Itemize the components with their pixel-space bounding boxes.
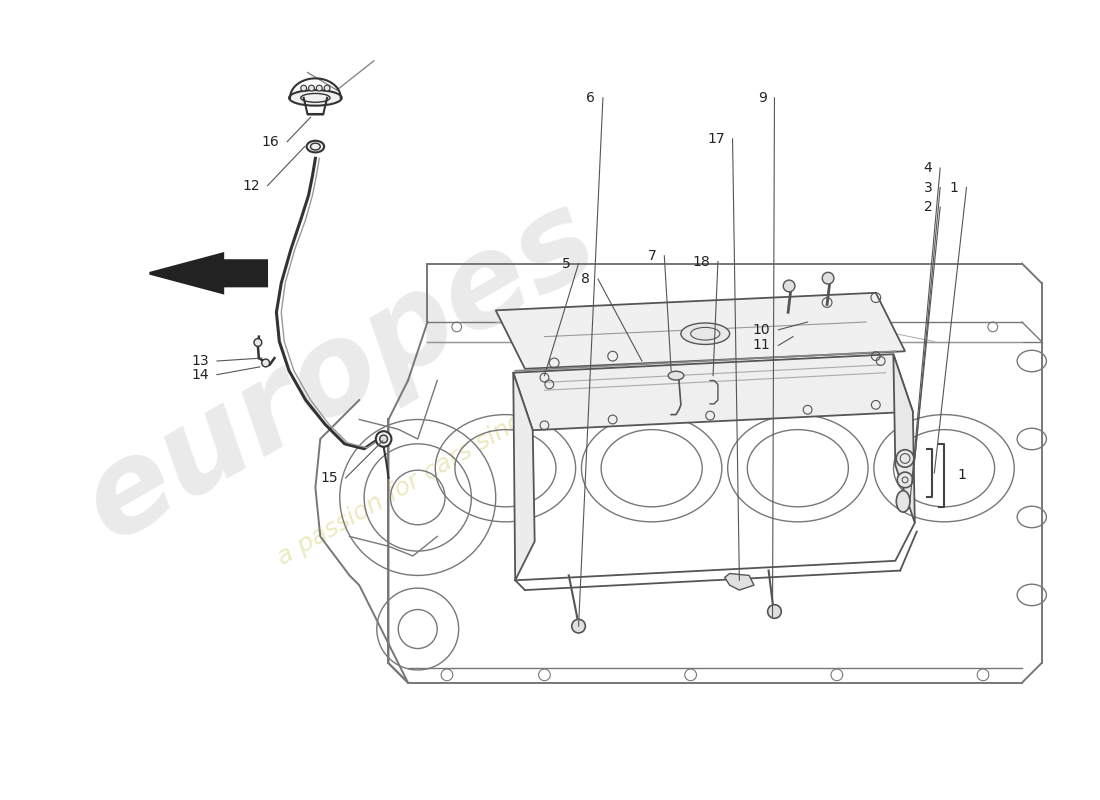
Text: 1: 1 bbox=[949, 181, 959, 194]
Circle shape bbox=[572, 619, 585, 633]
Text: a passion for cars since 1985: a passion for cars since 1985 bbox=[273, 366, 602, 570]
Ellipse shape bbox=[289, 90, 342, 106]
Polygon shape bbox=[725, 574, 754, 590]
Text: 11: 11 bbox=[752, 338, 771, 353]
Text: 10: 10 bbox=[752, 323, 771, 337]
Text: 6: 6 bbox=[586, 91, 595, 105]
Circle shape bbox=[783, 280, 795, 292]
Text: 2: 2 bbox=[924, 200, 933, 214]
Ellipse shape bbox=[681, 323, 729, 345]
Polygon shape bbox=[893, 354, 915, 523]
Text: 4: 4 bbox=[924, 161, 933, 175]
Polygon shape bbox=[150, 254, 266, 293]
Ellipse shape bbox=[307, 141, 324, 153]
Circle shape bbox=[896, 450, 914, 467]
Text: europes: europes bbox=[63, 176, 617, 566]
Circle shape bbox=[376, 431, 392, 446]
Ellipse shape bbox=[668, 371, 684, 380]
Circle shape bbox=[379, 435, 387, 443]
Text: 15: 15 bbox=[320, 471, 338, 485]
Text: 5: 5 bbox=[562, 257, 571, 270]
Circle shape bbox=[768, 605, 781, 618]
Circle shape bbox=[822, 272, 834, 284]
Text: 7: 7 bbox=[648, 249, 657, 262]
Text: 9: 9 bbox=[758, 91, 767, 105]
Text: 1: 1 bbox=[957, 468, 966, 482]
Ellipse shape bbox=[896, 490, 910, 512]
Text: 17: 17 bbox=[707, 132, 725, 146]
Circle shape bbox=[317, 85, 322, 91]
Text: 18: 18 bbox=[692, 254, 711, 269]
Text: 16: 16 bbox=[262, 134, 279, 149]
Text: 13: 13 bbox=[191, 354, 209, 368]
Circle shape bbox=[898, 472, 913, 488]
Circle shape bbox=[300, 85, 307, 91]
Polygon shape bbox=[496, 293, 905, 369]
Circle shape bbox=[262, 359, 270, 367]
Text: 14: 14 bbox=[191, 368, 209, 382]
Circle shape bbox=[324, 85, 330, 91]
Text: 3: 3 bbox=[924, 181, 933, 194]
Text: 8: 8 bbox=[582, 272, 591, 286]
Polygon shape bbox=[514, 373, 535, 580]
Circle shape bbox=[254, 338, 262, 346]
Circle shape bbox=[309, 85, 315, 91]
Text: 12: 12 bbox=[242, 178, 260, 193]
Polygon shape bbox=[514, 354, 913, 430]
